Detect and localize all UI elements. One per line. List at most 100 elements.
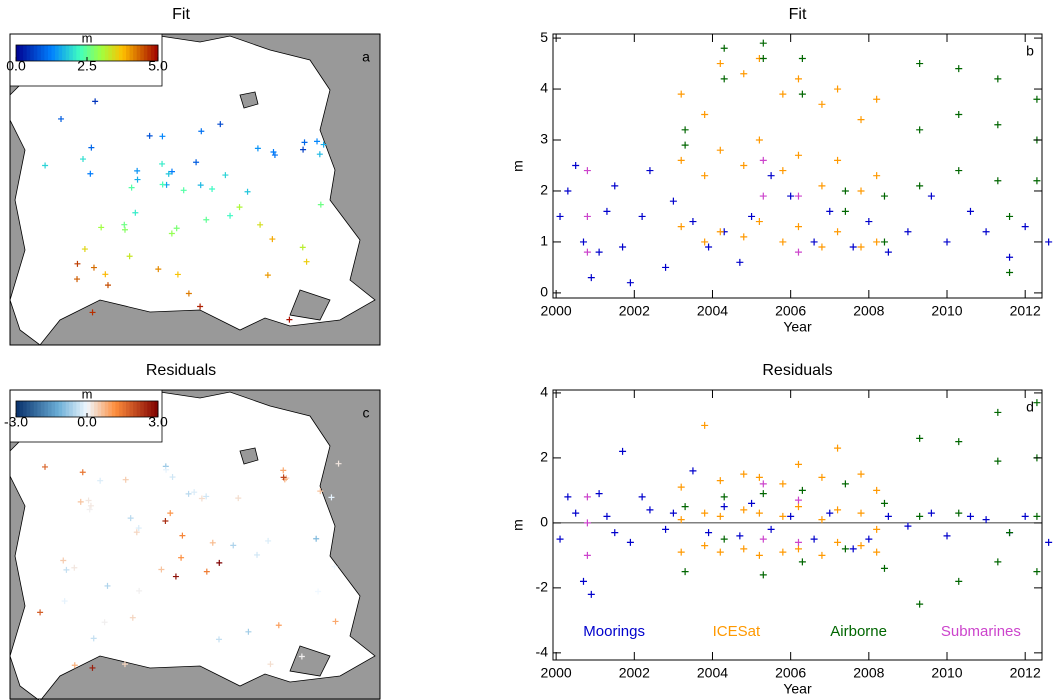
- legend-entry: ICESat: [713, 623, 761, 640]
- map-point: [126, 253, 133, 260]
- map-point: [193, 159, 200, 166]
- point: [857, 116, 865, 124]
- point: [662, 263, 670, 271]
- point: [736, 532, 744, 540]
- colorbar-swatch: [55, 401, 60, 417]
- colorbar-swatch: [79, 401, 84, 417]
- map-point: [90, 264, 97, 271]
- legend-entry: Airborne: [830, 623, 887, 640]
- point: [779, 548, 787, 556]
- map-point: [264, 272, 271, 279]
- map-point: [328, 494, 335, 501]
- x-tick-label: 2000: [541, 665, 572, 681]
- map-point: [37, 609, 44, 616]
- point: [701, 509, 709, 517]
- point: [916, 60, 924, 68]
- colorbar-tick-label: -3.0: [4, 414, 28, 430]
- colorbar-swatch: [76, 45, 81, 61]
- y-tick-label: 3: [540, 131, 548, 147]
- colorbar-swatch: [76, 401, 81, 417]
- point: [689, 467, 697, 475]
- point: [720, 535, 728, 543]
- panel-label: c: [363, 405, 370, 421]
- point: [1006, 253, 1014, 261]
- map-point: [320, 141, 327, 148]
- point: [994, 408, 1002, 416]
- map-point: [165, 170, 172, 177]
- point: [794, 248, 802, 256]
- point: [798, 558, 806, 566]
- point: [748, 499, 756, 507]
- point: [720, 503, 728, 511]
- point: [994, 177, 1002, 185]
- colorbar-tick-label: 0.0: [77, 414, 97, 430]
- point: [572, 509, 580, 517]
- colorbar-swatch: [23, 45, 28, 61]
- panel-title: Fit: [172, 6, 190, 23]
- point: [994, 457, 1002, 465]
- point: [857, 509, 865, 517]
- map-point: [133, 529, 140, 536]
- point: [1006, 212, 1014, 220]
- colorbar-swatch: [58, 401, 63, 417]
- map-point: [180, 187, 187, 194]
- map-point: [87, 502, 94, 509]
- colorbar-swatch: [44, 401, 49, 417]
- map-point: [267, 661, 274, 668]
- panel-title: Residuals: [762, 362, 832, 379]
- point: [916, 182, 924, 190]
- map-point: [298, 653, 305, 660]
- colorbar-swatch: [83, 401, 88, 417]
- point: [1021, 223, 1029, 231]
- colorbar-swatch: [37, 45, 42, 61]
- point: [759, 571, 767, 579]
- map-point: [104, 282, 111, 289]
- colorbar-swatch: [65, 45, 70, 61]
- colorbar-tick-label: 2.5: [77, 58, 97, 74]
- point: [705, 243, 713, 251]
- map-frame: [9, 33, 381, 346]
- point: [681, 568, 689, 576]
- point: [720, 493, 728, 501]
- point: [681, 503, 689, 511]
- x-tick-label: 2008: [853, 303, 884, 319]
- map-point: [191, 489, 198, 496]
- colorbar-label: m: [82, 386, 93, 401]
- x-tick-label: 2002: [619, 665, 650, 681]
- map-point: [90, 635, 97, 642]
- map-point: [89, 664, 96, 671]
- point: [873, 486, 881, 494]
- map-point: [299, 244, 306, 251]
- point: [1033, 95, 1041, 103]
- point: [740, 470, 748, 478]
- point: [884, 512, 892, 520]
- colorbar-swatch: [147, 401, 152, 417]
- colorbar-swatch: [58, 45, 63, 61]
- colorbar-swatch: [115, 401, 120, 417]
- point: [583, 493, 591, 501]
- point: [1045, 238, 1053, 246]
- x-tick-label: 2012: [1010, 303, 1041, 319]
- map-point: [86, 506, 93, 513]
- point: [759, 490, 767, 498]
- panel-title: Residuals: [146, 362, 216, 379]
- map-point: [313, 535, 320, 542]
- panel-label: b: [1026, 43, 1034, 59]
- point: [755, 473, 763, 481]
- point: [943, 532, 951, 540]
- point: [556, 212, 564, 220]
- map-point: [168, 230, 175, 237]
- map-point: [257, 221, 264, 228]
- point: [865, 535, 873, 543]
- point: [740, 70, 748, 78]
- y-axis-label: m: [510, 160, 526, 172]
- colorbar-swatch: [122, 45, 127, 61]
- colorbar-swatch: [126, 45, 131, 61]
- point: [583, 212, 591, 220]
- colorbar-swatch: [133, 45, 138, 61]
- map-point: [146, 132, 153, 139]
- point: [994, 558, 1002, 566]
- point: [767, 525, 775, 533]
- point: [884, 248, 892, 256]
- point: [681, 126, 689, 134]
